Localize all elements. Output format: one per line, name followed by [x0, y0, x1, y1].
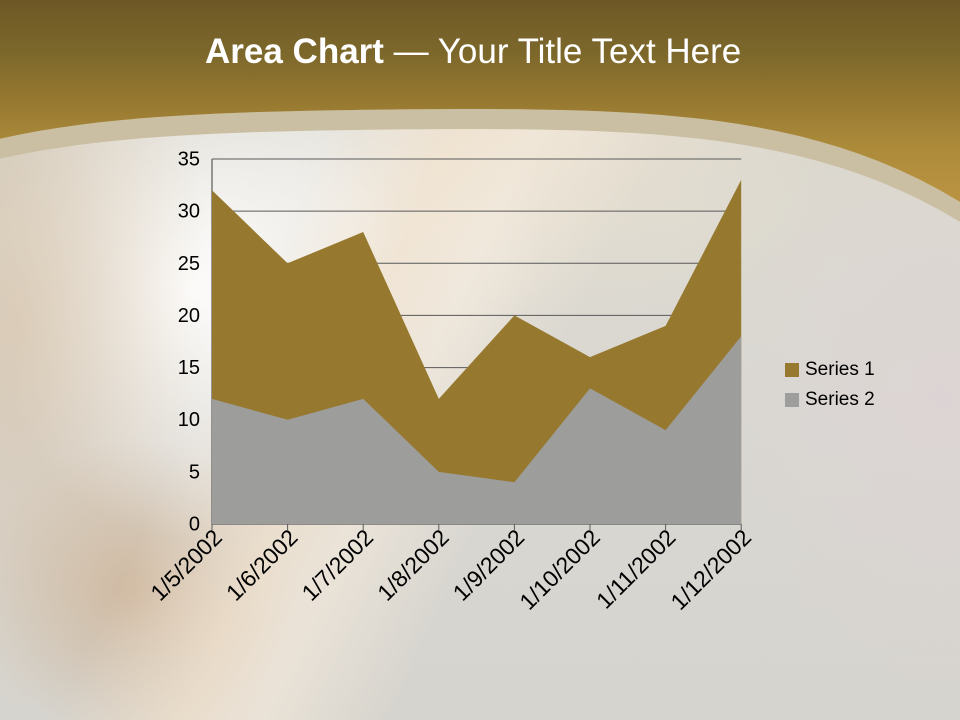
svg-text:1/7/2002: 1/7/2002: [296, 524, 378, 606]
svg-text:25: 25: [178, 253, 200, 275]
svg-text:1/8/2002: 1/8/2002: [372, 524, 454, 606]
svg-text:Series 1: Series 1: [805, 359, 875, 380]
svg-text:1/11/2002: 1/11/2002: [591, 524, 681, 614]
svg-text:0: 0: [189, 514, 200, 536]
svg-text:1/5/2002: 1/5/2002: [145, 524, 227, 606]
svg-text:30: 30: [178, 201, 200, 223]
svg-text:1/6/2002: 1/6/2002: [221, 524, 303, 606]
svg-text:5: 5: [189, 461, 200, 483]
svg-text:1/12/2002: 1/12/2002: [665, 524, 756, 615]
svg-text:20: 20: [178, 305, 200, 327]
svg-text:15: 15: [178, 357, 200, 379]
svg-text:35: 35: [178, 149, 200, 171]
svg-text:10: 10: [178, 409, 200, 431]
svg-text:Series 2: Series 2: [805, 389, 875, 410]
svg-text:1/10/2002: 1/10/2002: [514, 524, 605, 615]
